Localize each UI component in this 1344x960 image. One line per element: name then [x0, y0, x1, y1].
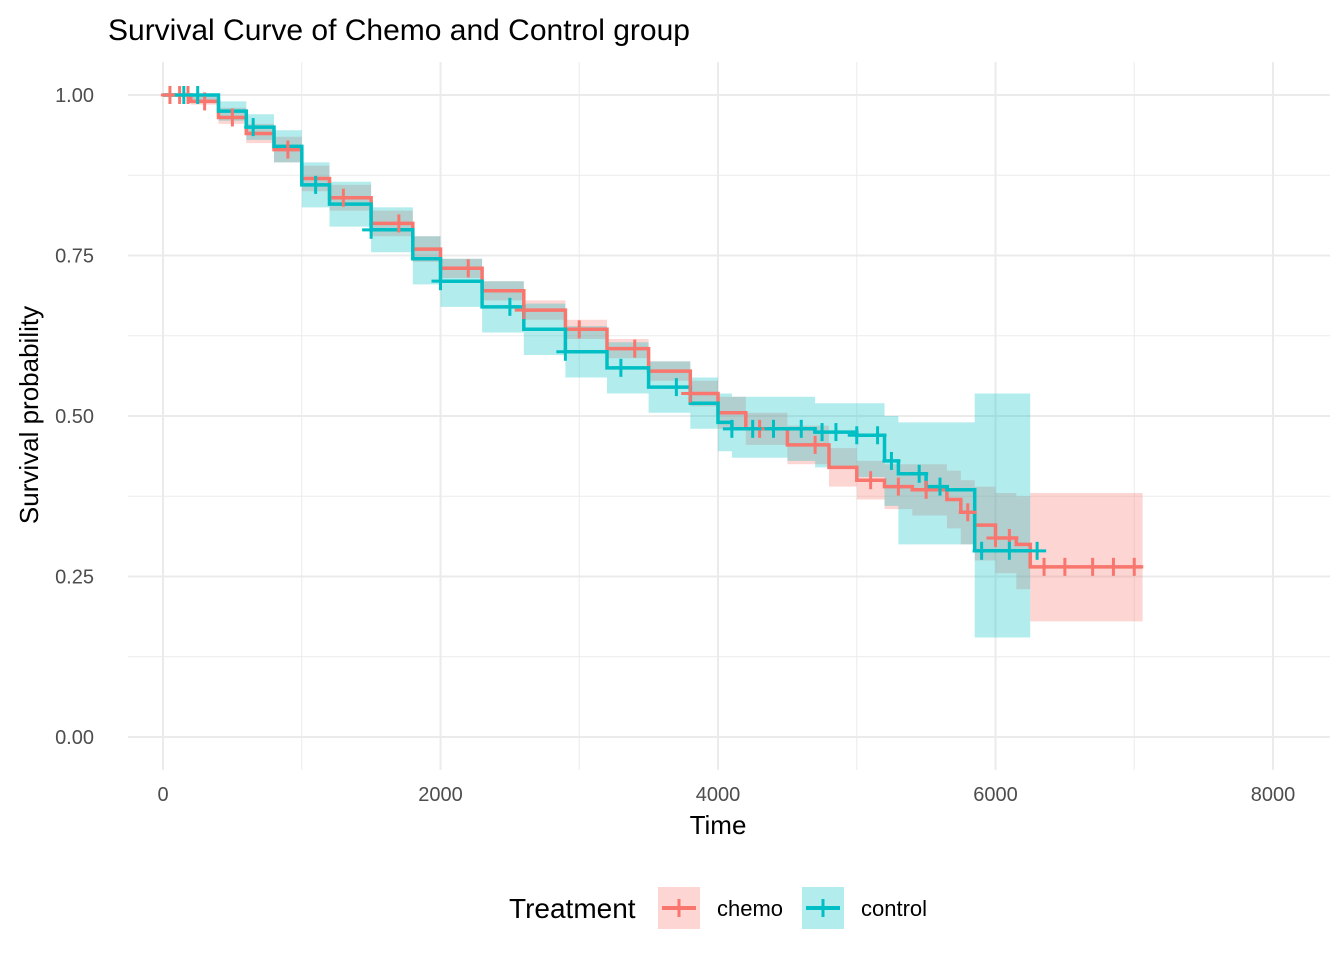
censor-mark-chemo [889, 477, 908, 496]
y-axis-title: Survival probability [14, 306, 44, 524]
censor-mark-chemo [1083, 557, 1102, 576]
censor-mark-chemo [917, 480, 936, 499]
y-tick-label: 0.25 [55, 567, 94, 589]
x-axis-ticks: 0 2000 4000 6000 8000 [157, 784, 1295, 806]
censor-mark-chemo [334, 188, 353, 207]
censor-mark-control [826, 423, 845, 442]
censor-mark-control [764, 419, 783, 438]
censor-mark-control [1028, 541, 1047, 560]
censor-mark-control [931, 477, 949, 496]
legend-title: Treatment [509, 893, 636, 924]
confidence-band-control [163, 95, 1031, 638]
y-tick-label: 0.00 [55, 727, 94, 749]
censor-mark-control [667, 378, 686, 397]
y-tick-label: 1.00 [55, 85, 94, 107]
censor-mark-chemo [1125, 557, 1144, 576]
censor-mark-chemo [625, 339, 644, 358]
y-tick-label: 0.75 [55, 246, 94, 268]
censor-mark-control [868, 426, 887, 445]
x-axis-title: Time [690, 810, 747, 840]
censor-mark-control [306, 175, 325, 194]
censor-mark-chemo [389, 214, 408, 233]
censor-mark-control [972, 541, 991, 560]
censor-mark-chemo [278, 140, 297, 159]
censor-mark-control [743, 419, 762, 438]
censor-mark-chemo [681, 384, 700, 403]
censor-mark-control [1000, 541, 1019, 560]
legend-label-control: control [861, 896, 927, 921]
censor-mark-chemo [806, 435, 825, 454]
censor-mark-control [500, 297, 519, 316]
censor-mark-control [611, 358, 630, 377]
chart-title: Survival Curve of Chemo and Control grou… [108, 14, 690, 47]
censor-mark-chemo [861, 471, 880, 490]
censor-mark-chemo [958, 503, 977, 522]
legend: Treatment chemo control [509, 887, 927, 929]
censor-mark-control [722, 419, 741, 438]
censor-mark-chemo [570, 320, 589, 339]
y-tick-label: 0.50 [55, 406, 94, 428]
x-tick-label: 4000 [696, 784, 741, 806]
censor-mark-control [556, 342, 575, 361]
censor-mark-chemo [459, 259, 478, 278]
censor-mark-chemo [223, 108, 242, 127]
censor-mark-control [362, 220, 381, 239]
y-axis-ticks: 0.00 0.25 0.50 0.75 1.00 [55, 85, 94, 749]
censor-mark-control [847, 426, 866, 445]
censor-mark-chemo [1055, 557, 1074, 576]
censor-marks [160, 86, 1144, 576]
grid-lines [128, 62, 1330, 770]
censor-mark-control [244, 118, 263, 137]
censor-mark-control [188, 86, 207, 104]
censor-mark-control [882, 451, 901, 470]
x-tick-label: 0 [157, 784, 168, 806]
x-tick-label: 8000 [1251, 784, 1296, 806]
censor-mark-control [431, 272, 450, 291]
x-tick-label: 2000 [418, 784, 463, 806]
censor-mark-control [792, 419, 811, 438]
censor-mark-chemo [514, 301, 533, 320]
x-tick-label: 6000 [973, 784, 1018, 806]
censor-mark-control [910, 464, 929, 483]
legend-key-chemo [658, 887, 700, 929]
censor-mark-chemo [1104, 557, 1123, 576]
legend-label-chemo: chemo [717, 896, 783, 921]
censor-mark-chemo [1035, 557, 1054, 576]
legend-key-control [802, 887, 844, 929]
